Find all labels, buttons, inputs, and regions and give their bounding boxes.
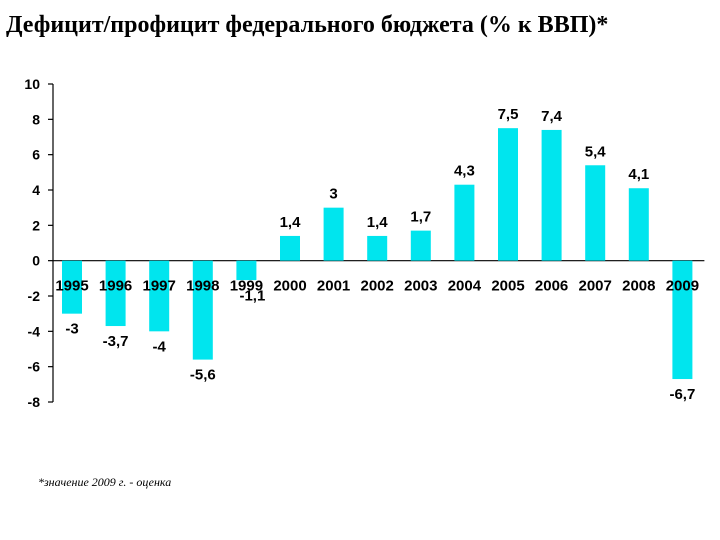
category-label: 1996 <box>99 278 132 295</box>
chart-title: Дефицит/профицит федерального бюджета (%… <box>6 12 609 38</box>
bar-1996 <box>105 260 126 327</box>
category-labels: 1995 1996 1997 1998 1999 2000 2001 2002 2003 2004… <box>55 278 699 295</box>
value-label: 4,3 <box>454 163 475 180</box>
value-label: -1,1 <box>239 288 265 305</box>
bar-2009 <box>672 260 693 380</box>
y-tick-label: 8 <box>32 111 40 127</box>
category-label: 2003 <box>404 278 437 295</box>
value-label: 7,5 <box>498 106 519 123</box>
category-label: 1997 <box>143 278 176 295</box>
category-label: 2006 <box>535 278 568 295</box>
y-tick-label: 10 <box>24 76 40 92</box>
bar-1997 <box>149 260 170 332</box>
category-label: 2009 <box>666 278 699 295</box>
value-label: -5,6 <box>190 367 216 384</box>
value-label: 3 <box>329 186 337 203</box>
value-label: -3,7 <box>103 333 129 350</box>
value-label: -4 <box>153 338 167 355</box>
category-label: 2000 <box>273 278 306 295</box>
bar-1999 <box>236 260 257 281</box>
y-tick-label: 0 <box>32 253 40 269</box>
footnote: *значение 2009 г. - оценка <box>38 475 172 489</box>
bar-2006 <box>541 129 562 261</box>
value-label: 4,1 <box>628 166 649 183</box>
bar-2008 <box>628 188 649 261</box>
bar-1998 <box>192 260 213 360</box>
category-label: 1999 <box>230 278 263 295</box>
value-label: 1,7 <box>410 209 431 226</box>
y-tick-label: 2 <box>32 217 40 233</box>
value-label: 7,4 <box>541 108 563 125</box>
bar-2005 <box>498 128 518 261</box>
category-label: 2002 <box>361 278 394 295</box>
y-tick-label: -4 <box>28 323 41 339</box>
value-label: -6,7 <box>669 386 695 403</box>
bar-1995 <box>62 260 82 314</box>
y-tick-label: -6 <box>28 359 41 375</box>
bars <box>62 128 693 380</box>
category-label: 1995 <box>55 278 88 295</box>
y-tick-label: 4 <box>32 182 40 198</box>
category-label: 1998 <box>186 278 219 295</box>
y-tick-label: -2 <box>28 288 41 304</box>
bar-2002 <box>367 235 388 261</box>
value-labels: -3 -3,7 -4 -5,6 -1,1 1,4 3 1,4 1,7 4,3 7,5 7,4 5,4 4,… <box>65 106 695 403</box>
y-tick-label: 6 <box>32 147 40 163</box>
bar-2007 <box>585 165 606 261</box>
bar-2003 <box>410 230 431 261</box>
value-label: -3 <box>65 321 78 338</box>
bar-2004 <box>454 184 475 261</box>
bar-2000 <box>280 235 300 261</box>
value-label: 1,4 <box>367 214 389 231</box>
value-label: 5,4 <box>585 143 607 160</box>
bar-2001 <box>323 207 344 261</box>
category-label: 2001 <box>317 278 350 295</box>
y-tick-label: -8 <box>28 394 41 410</box>
category-label: 2007 <box>579 278 612 295</box>
value-label: 1,4 <box>280 214 302 231</box>
category-label: 2004 <box>448 278 482 295</box>
category-label: 2008 <box>622 278 655 295</box>
category-label: 2005 <box>491 278 524 295</box>
